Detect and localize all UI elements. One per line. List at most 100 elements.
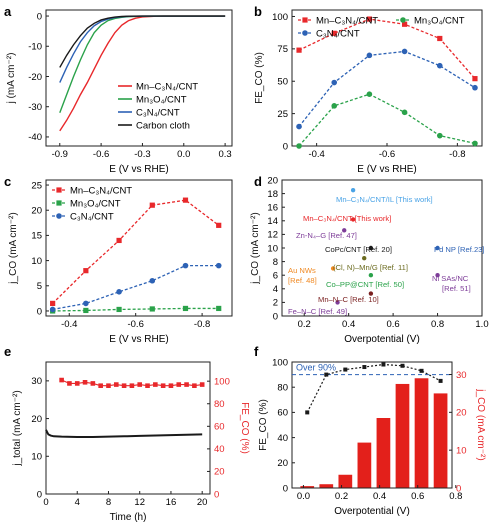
- plot-frame-f: [291, 361, 453, 489]
- b-x-tick-label: -0.4: [308, 149, 324, 160]
- f-fe-point: [362, 365, 367, 370]
- c-series-line-0: [52, 199, 220, 304]
- panel-letter-f: f: [254, 344, 259, 359]
- c-point: [83, 307, 89, 314]
- f-y-tick-label: 40: [277, 433, 288, 444]
- e-fe-point: [121, 383, 127, 388]
- f-jco-bar: [300, 486, 315, 488]
- d-point-label: Co–PP@CNT [Ref. 50]: [326, 280, 404, 289]
- d-point-label: Mn–C₃N₄/CNT/IL [This work]: [336, 195, 433, 204]
- d-y-tick-label: 18: [267, 189, 278, 200]
- d-point: [335, 300, 340, 305]
- c-legend-label: C₃N₄/CNT: [70, 212, 114, 223]
- b-legend-label: Mn–C₃N₄/CNT: [316, 16, 378, 27]
- e-x-tick-label: 8: [106, 497, 111, 508]
- f-y-tick-label: 80: [277, 383, 288, 394]
- b-legend-label: C₃N₄/CNT: [316, 29, 360, 40]
- e-y2-axis-label: FE_CO (%): [239, 402, 250, 454]
- f-fe-point: [400, 363, 405, 368]
- plot-frame-e: [45, 361, 211, 495]
- b-point: [366, 16, 373, 22]
- e-fe-point: [145, 383, 150, 388]
- a-x-tick-label: -0.3: [134, 149, 150, 160]
- d-point-label: Mn–N–C [Ref. 10]: [318, 295, 379, 304]
- c-x-tick-label: -0.8: [194, 319, 210, 330]
- b-y-tick-label: 25: [277, 109, 288, 120]
- b-legend-marker: [400, 17, 406, 23]
- d-point: [350, 217, 356, 222]
- c-point: [216, 305, 222, 312]
- d-y-tick-label: 2: [273, 298, 278, 309]
- c-y-tick-label: 15: [31, 231, 42, 242]
- d-point-label: Fe–N–C [Ref. 49]: [288, 307, 347, 316]
- d-point: [350, 188, 356, 193]
- c-point: [182, 197, 189, 203]
- e-x-tick-label: 16: [166, 497, 177, 508]
- plot-frame-a: [45, 9, 233, 147]
- e-fe-point: [168, 383, 174, 388]
- b-point: [472, 84, 478, 91]
- d-x-tick-label: 0.6: [387, 319, 400, 330]
- a-series-line-3: [59, 15, 226, 68]
- e-y-tick-label: 10: [31, 452, 42, 463]
- c-x-tick-label: -0.6: [127, 319, 143, 330]
- panel-c: c -0.4 -0.6 -0.8 0 5 10 15 20 25 E (V vs RHE) j_CO…: [4, 174, 233, 345]
- a-legend-label: Mn₃O₄/CNT: [136, 95, 187, 106]
- b-point: [472, 140, 478, 147]
- e-y2-tick-label: 0: [214, 489, 219, 500]
- c-point: [50, 300, 56, 307]
- b-y-tick-label: 75: [277, 44, 288, 55]
- c-point: [83, 300, 89, 307]
- d-x-tick-label: 0.4: [342, 319, 355, 330]
- panel-d: d 0.2 0.4 0.6 0.8 1.0 0 2 4 6 8 10 12 14 16 18 20 Overpo…: [250, 174, 489, 345]
- e-fe-point: [113, 382, 119, 387]
- d-point: [368, 245, 374, 251]
- e-fe-point: [160, 383, 166, 388]
- f-y2-tick-label: 10: [456, 445, 467, 456]
- d-point: [368, 273, 374, 278]
- c-legend-label: Mn₃O₄/CNT: [70, 199, 121, 210]
- e-fe-point: [153, 382, 158, 387]
- c-y-tick-label: 10: [31, 256, 42, 267]
- b-series-line-1: [298, 93, 476, 147]
- e-y-axis-label: j_total (mA cm⁻²): [12, 390, 23, 466]
- b-point: [296, 143, 302, 149]
- d-x-axis-label: Overpotential (V): [344, 334, 420, 345]
- f-x-tick-label: 0.8: [449, 491, 462, 502]
- f-jco-bar: [338, 474, 353, 488]
- d-point: [362, 256, 367, 261]
- a-y-tick-label: 0: [37, 11, 42, 22]
- a-y-tick-label: -40: [28, 132, 42, 143]
- b-series-line-2: [298, 50, 476, 127]
- f-x-tick-label: 0.4: [373, 491, 386, 502]
- panel-letter-a: a: [4, 4, 12, 19]
- b-x-tick-label: -0.6: [379, 149, 395, 160]
- a-legend-label: Mn–C₃N₄/CNT: [136, 82, 198, 93]
- d-y-tick-label: 4: [273, 284, 278, 295]
- c-point: [49, 306, 56, 313]
- c-series-line-1: [52, 307, 219, 312]
- c-point: [182, 305, 189, 312]
- a-legend-label: C₃N₄/CNT: [136, 108, 180, 119]
- b-point: [366, 52, 373, 59]
- b-y-axis-label: FE_CO (%): [254, 52, 265, 104]
- b-point: [472, 76, 478, 82]
- f-annotation: Over 90%: [296, 363, 336, 373]
- d-y-tick-label: 20: [267, 175, 278, 186]
- c-point: [116, 289, 122, 295]
- d-y-tick-label: 10: [267, 243, 278, 254]
- f-fe-point: [324, 372, 329, 377]
- f-fe-point: [419, 368, 424, 373]
- e-fe-point: [199, 382, 205, 387]
- d-point-label: [Ref. 48]: [288, 276, 317, 285]
- d-point: [368, 291, 374, 296]
- b-y-tick-label: 0: [283, 141, 288, 152]
- e-y-tick-label: 0: [37, 489, 42, 500]
- d-point-label: Au NWs: [288, 266, 316, 275]
- f-fe-point: [343, 367, 348, 372]
- e-fe-point: [192, 383, 197, 388]
- f-x-axis-label: Overpotential (V): [334, 506, 410, 517]
- e-fe-point: [74, 381, 80, 386]
- b-legend-label: Mn₃O₄/CNT: [414, 16, 465, 27]
